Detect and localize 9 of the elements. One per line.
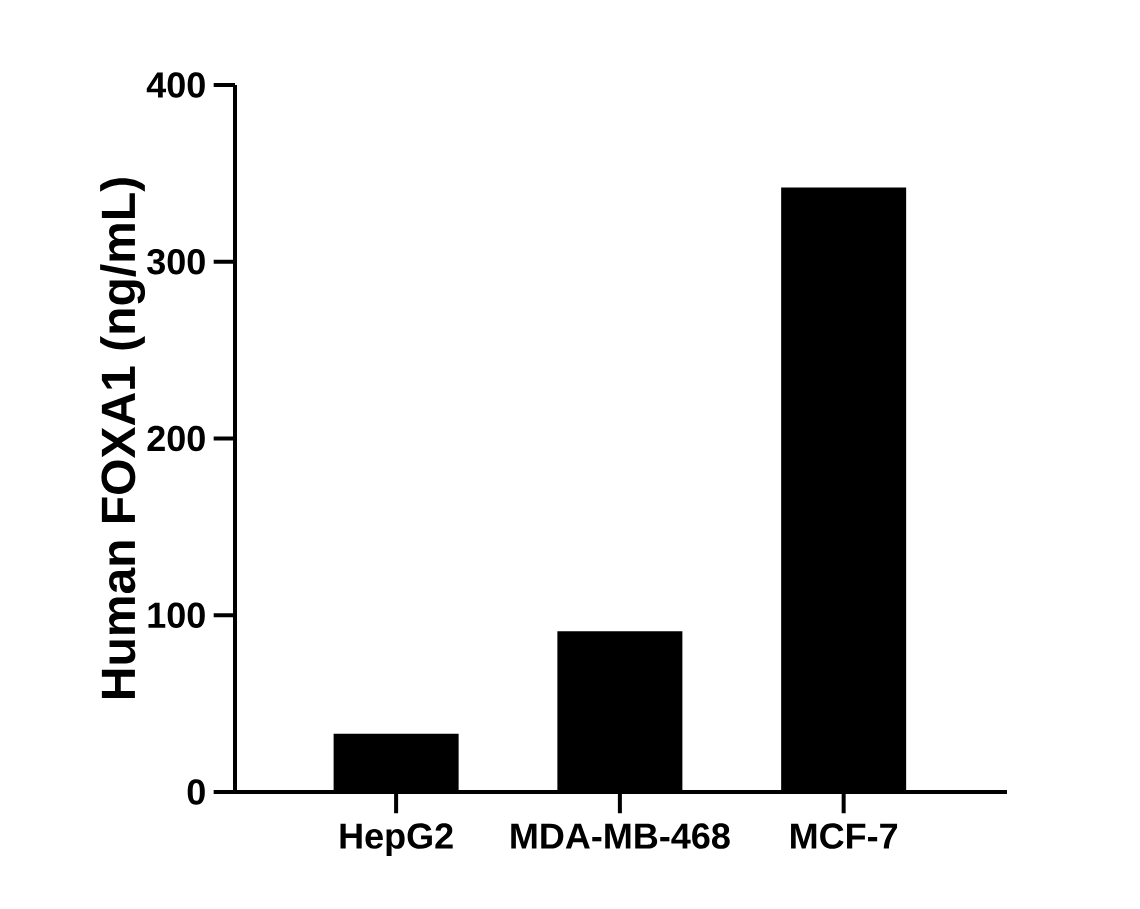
y-tick-label: 100 — [148, 602, 205, 628]
x-tick-label: MDA-MB-468 — [511, 823, 730, 849]
y-tick-label: 200 — [147, 425, 205, 452]
y-tick-label: 400 — [146, 72, 205, 98]
x-tick-label: HepG2 — [340, 823, 453, 856]
y-tick-label: 0 — [187, 779, 205, 805]
y-axis-title: Human FOXA1 (ng/mL) — [100, 178, 146, 698]
y-tick-label: 300 — [147, 248, 205, 275]
x-tick-label: MCF-7 — [791, 823, 898, 849]
